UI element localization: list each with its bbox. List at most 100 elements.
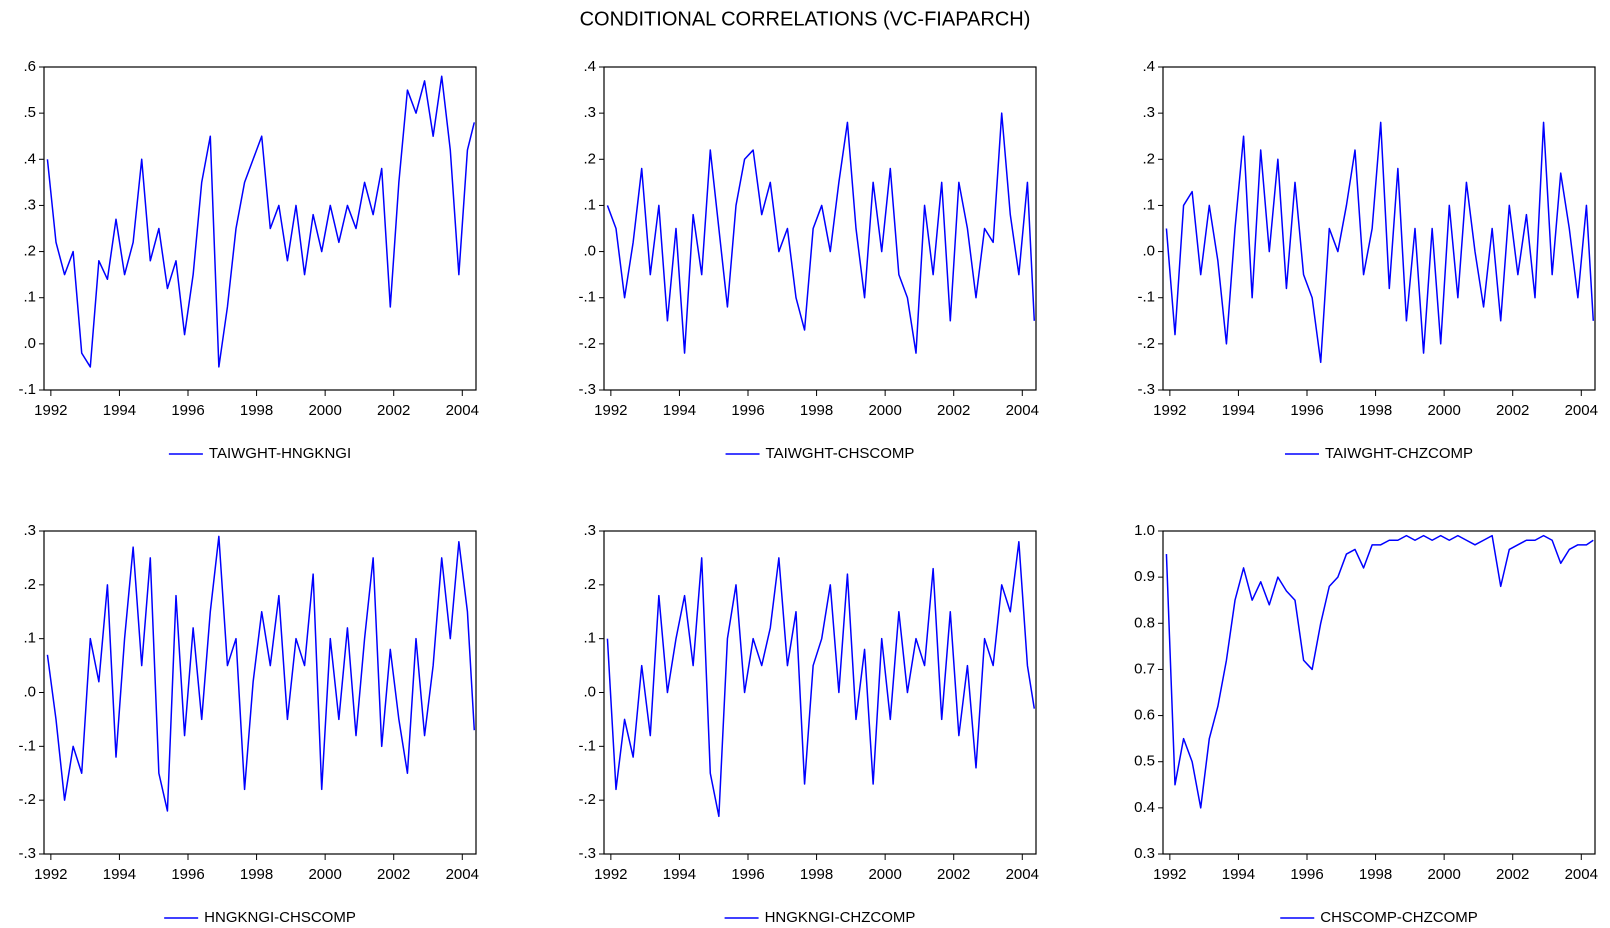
x-tick-label: 1996 bbox=[171, 866, 204, 883]
y-tick-label: -.3 bbox=[18, 845, 36, 862]
x-tick-label: 1998 bbox=[240, 402, 273, 419]
y-tick-label: .1 bbox=[583, 196, 596, 213]
y-tick-label: .4 bbox=[583, 58, 596, 75]
x-tick-label: 2004 bbox=[1565, 402, 1598, 419]
x-tick-label: 1992 bbox=[34, 402, 67, 419]
y-tick-label: .1 bbox=[23, 630, 36, 647]
legend-label: TAIWGHT-CHSCOMP bbox=[766, 445, 915, 462]
plot-frame bbox=[603, 530, 1037, 855]
y-tick-label: 0.5 bbox=[1134, 753, 1155, 770]
y-tick-label: -.1 bbox=[18, 737, 36, 754]
y-tick-label: .2 bbox=[23, 576, 36, 593]
x-tick-label: 1996 bbox=[1290, 866, 1323, 883]
x-tick-label: 2002 bbox=[937, 866, 970, 883]
x-tick-label: 1992 bbox=[1153, 866, 1186, 883]
y-tick-label: .2 bbox=[23, 243, 36, 260]
x-tick-label: 1994 bbox=[663, 866, 696, 883]
x-tick-label: 2004 bbox=[1006, 866, 1039, 883]
y-tick-label: .0 bbox=[23, 335, 36, 352]
plot-frame bbox=[603, 66, 1037, 391]
y-tick-label: -.1 bbox=[18, 381, 36, 398]
plot-frame bbox=[1162, 66, 1596, 391]
x-tick-label: 1998 bbox=[800, 866, 833, 883]
figure-title: CONDITIONAL CORRELATIONS (VC-FIAPARCH) bbox=[580, 8, 1031, 30]
y-tick-label: .0 bbox=[1142, 243, 1155, 260]
panel: -.3 -.2 -.1 .0 .1 .2 .3 1992 1994 1996 1998 2000 200… bbox=[578, 522, 1038, 926]
x-tick-label: 1996 bbox=[171, 402, 204, 419]
y-tick-label: .4 bbox=[23, 150, 36, 167]
y-tick-label: .2 bbox=[583, 150, 596, 167]
y-tick-label: .6 bbox=[23, 58, 36, 75]
x-tick-label: 2002 bbox=[377, 402, 410, 419]
x-tick-label: 2002 bbox=[937, 402, 970, 419]
x-tick-label: 1994 bbox=[103, 402, 136, 419]
y-tick-label: .3 bbox=[23, 196, 36, 213]
y-tick-label: -.3 bbox=[578, 845, 596, 862]
y-tick-label: 0.6 bbox=[1134, 707, 1155, 724]
x-tick-label: 2002 bbox=[377, 866, 410, 883]
legend-label: HNGKNGI-CHZCOMP bbox=[765, 909, 916, 926]
x-tick-label: 1992 bbox=[34, 866, 67, 883]
x-tick-label: 2002 bbox=[1496, 402, 1529, 419]
x-tick-label: 1992 bbox=[594, 866, 627, 883]
y-tick-label: .1 bbox=[23, 289, 36, 306]
plot-frame bbox=[43, 530, 477, 855]
y-tick-label: -.1 bbox=[1137, 289, 1155, 306]
x-tick-label: 2004 bbox=[446, 402, 479, 419]
x-tick-label: 1996 bbox=[1290, 402, 1323, 419]
series-line bbox=[606, 541, 1036, 818]
plot-frame bbox=[1162, 530, 1596, 855]
legend-label: TAIWGHT-HNGKNGI bbox=[209, 445, 351, 462]
x-tick-label: 1992 bbox=[1153, 402, 1186, 419]
x-tick-label: 1998 bbox=[1359, 866, 1392, 883]
y-tick-label: -.2 bbox=[18, 791, 36, 808]
y-tick-label: .2 bbox=[583, 576, 596, 593]
x-tick-label: 1998 bbox=[800, 402, 833, 419]
y-tick-label: -.3 bbox=[578, 381, 596, 398]
y-tick-label: .3 bbox=[1142, 104, 1155, 121]
y-tick-label: -.3 bbox=[1137, 381, 1155, 398]
x-tick-label: 2000 bbox=[868, 402, 901, 419]
y-tick-label: .2 bbox=[1142, 150, 1155, 167]
y-tick-label: .0 bbox=[583, 243, 596, 260]
y-tick-label: 0.8 bbox=[1134, 614, 1155, 631]
plot-frame bbox=[43, 66, 477, 391]
x-tick-label: 1994 bbox=[1222, 866, 1255, 883]
panel: -.3 -.2 -.1 .0 .1 .2 .3 .4 1992 1994 1996 1998 2000 2… bbox=[1137, 58, 1597, 462]
y-tick-label: .1 bbox=[583, 630, 596, 647]
x-tick-label: 2004 bbox=[1006, 402, 1039, 419]
x-tick-label: 1994 bbox=[663, 402, 696, 419]
y-tick-label: .3 bbox=[583, 522, 596, 539]
x-tick-label: 2000 bbox=[1427, 866, 1460, 883]
legend-label: TAIWGHT-CHZCOMP bbox=[1325, 445, 1473, 462]
legend-label: HNGKNGI-CHSCOMP bbox=[204, 909, 356, 926]
x-tick-label: 1994 bbox=[1222, 402, 1255, 419]
series-line bbox=[1165, 121, 1595, 364]
series-line bbox=[46, 75, 476, 368]
x-tick-label: 1994 bbox=[103, 866, 136, 883]
y-tick-label: .3 bbox=[583, 104, 596, 121]
y-tick-label: -.1 bbox=[578, 737, 596, 754]
x-tick-label: 1996 bbox=[731, 402, 764, 419]
y-tick-label: 0.3 bbox=[1134, 845, 1155, 862]
y-tick-label: .1 bbox=[1142, 196, 1155, 213]
legend-label: CHSCOMP-CHZCOMP bbox=[1320, 909, 1478, 926]
y-tick-label: -.1 bbox=[578, 289, 596, 306]
y-tick-label: 0.7 bbox=[1134, 660, 1155, 677]
panel: -.3 -.2 -.1 .0 .1 .2 .3 1992 1994 1996 1998 2000 200… bbox=[18, 522, 478, 926]
x-tick-label: 2004 bbox=[446, 866, 479, 883]
x-tick-label: 1996 bbox=[731, 866, 764, 883]
y-tick-label: 0.9 bbox=[1134, 568, 1155, 585]
y-tick-label: .0 bbox=[583, 683, 596, 700]
y-tick-label: .0 bbox=[23, 683, 36, 700]
x-tick-label: 2000 bbox=[1427, 402, 1460, 419]
y-tick-label: -.2 bbox=[578, 791, 596, 808]
x-tick-label: 1998 bbox=[240, 866, 273, 883]
y-tick-label: .5 bbox=[23, 104, 36, 121]
x-tick-label: 2002 bbox=[1496, 866, 1529, 883]
y-tick-label: 0.4 bbox=[1134, 799, 1155, 816]
series-line bbox=[1165, 534, 1594, 809]
series-line bbox=[46, 535, 476, 812]
x-tick-label: 2000 bbox=[308, 866, 341, 883]
